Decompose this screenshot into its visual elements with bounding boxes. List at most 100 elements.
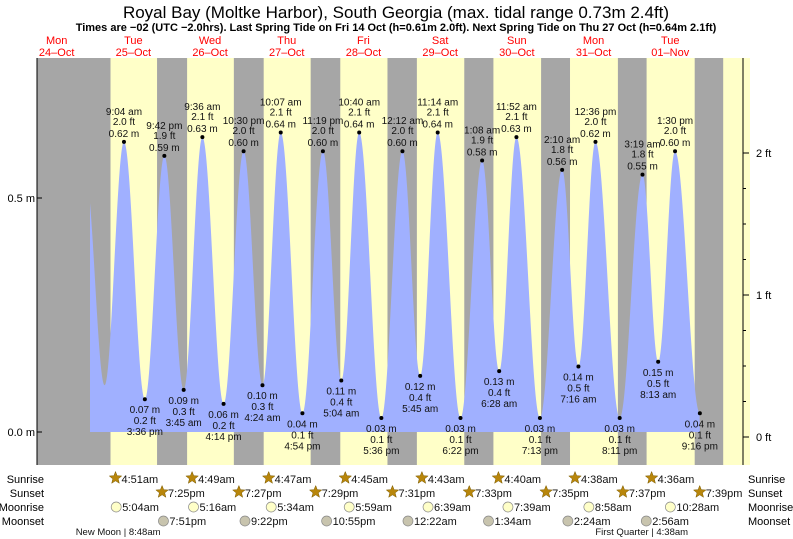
tide-height-m: 0.64 m [344, 119, 375, 130]
tide-height-ft: 1.8 ft [631, 150, 653, 161]
sunset-time: 7:35pm [552, 488, 589, 500]
sun-star-icon [108, 470, 123, 484]
left-axis-tick-label: 0.5 m [7, 193, 35, 205]
tide-height-ft: 0.1 ft [370, 435, 392, 446]
tide-height-m: 0.58 m [467, 148, 498, 159]
tide-height-ft: 2.1 ft [505, 112, 527, 123]
tide-height-m: 0.60 m [228, 138, 259, 149]
tide-point [560, 167, 565, 172]
sunrise-event: 4:40am [491, 470, 541, 486]
tide-time: 5:36 pm [363, 446, 399, 457]
tide-point [617, 415, 622, 420]
sunset-event: 7:29pm [308, 484, 358, 500]
sunset-event: 7:35pm [539, 484, 589, 500]
tide-height-m: 0.03 m [366, 424, 397, 435]
tide-time: 3:45 am [166, 418, 202, 429]
tide-height-m: 0.03 m [604, 424, 635, 435]
sunrise-event: 4:51am [108, 470, 158, 486]
axes: 0.0 m 0.5 m 0 ft 1 ft 2 ft [7, 58, 771, 465]
moonset-row-label-right: Moonset [748, 516, 790, 528]
moonset-icon [402, 515, 414, 527]
sun-star-icon [644, 470, 659, 484]
sunset-time: 7:37pm [629, 488, 666, 500]
tide-height-ft: 1.8 ft [551, 145, 573, 156]
moonrise-icon [265, 501, 277, 513]
date-label: 30–Oct [499, 47, 534, 59]
sun-star-icon [491, 470, 506, 484]
tide-height-ft: 2.0 ft [232, 126, 254, 137]
moonset-event: 2:24am [562, 515, 611, 528]
low-tide-marker: 0.07 m0.2 ft3:36 pm [127, 397, 163, 438]
day-of-week-label: Tue [124, 35, 143, 47]
high-tide-marker: 11:19 pm2.0 ft0.60 m [302, 116, 343, 154]
tide-height-m: 0.62 m [109, 129, 140, 140]
tide-time: 1:08 am [464, 126, 500, 137]
low-tide-marker: 0.11 m0.4 ft5:04 am [323, 378, 359, 420]
tide-point [260, 383, 265, 388]
moonset-icon [158, 515, 169, 527]
sun-star-icon [155, 484, 169, 498]
tide-area [90, 132, 700, 432]
moonset-event: 2:56am [640, 515, 689, 528]
tide-point [300, 411, 305, 416]
sunset-event: 7:27pm [232, 484, 282, 500]
moonset-icon [562, 515, 574, 527]
tide-point [514, 135, 519, 140]
high-tide-marker: 9:04 am2.0 ft0.62 m [106, 107, 142, 144]
tide-height-m: 0.13 m [484, 377, 515, 388]
tide-time: 6:22 pm [442, 446, 478, 457]
chart-subtitle: Times are −02 (UTC −2.0hrs). Last Spring… [76, 22, 717, 34]
moonrise-time: 5:59am [355, 502, 392, 514]
tide-height-ft: 0.1 ft [609, 435, 631, 446]
tide-point [241, 149, 246, 154]
sunset-event: 7:33pm [462, 484, 512, 500]
tide-time: 5:04 am [323, 409, 359, 420]
tide-point [221, 401, 226, 406]
sun-star-icon [308, 484, 323, 498]
tide-height-m: 0.11 m [326, 387, 356, 398]
sun-star-icon [185, 470, 199, 484]
tide-point [593, 139, 598, 144]
tide-height-m: 0.62 m [580, 129, 611, 140]
tide-time: 10:40 am [338, 97, 380, 108]
high-tide-marker: 12:36 pm2.0 ft0.62 m [575, 107, 616, 144]
tide-height-ft: 0.4 ft [409, 393, 431, 404]
low-tide-marker: 0.04 m0.1 ft9:16 pm [682, 411, 718, 452]
tide-time: 1:30 pm [657, 116, 693, 127]
sunrise-time: 4:51am [121, 474, 158, 486]
right-axis-tick-label: 2 ft [756, 148, 771, 160]
sun-star-icon [232, 484, 246, 498]
tide-point [400, 149, 405, 154]
day-of-week-label: Fri [357, 35, 370, 47]
tide-height-m: 0.63 m [187, 124, 218, 135]
tide-point [418, 373, 423, 378]
tide-height-m: 0.04 m [685, 419, 716, 430]
day-of-week-label: Tue [661, 35, 680, 47]
moonrise-icon [343, 501, 355, 513]
date-label: 26–Oct [192, 47, 227, 59]
sunrise-event: 4:45am [338, 470, 388, 486]
sunset-time: 7:33pm [475, 488, 512, 500]
tide-height-ft: 2.0 ft [113, 117, 135, 128]
moonrise-event: 8:58am [583, 501, 632, 514]
tide-height-ft: 0.4 ft [330, 398, 352, 409]
high-tide-marker: 9:42 pm1.9 ft0.59 m [146, 121, 182, 158]
moonset-event: 1:34am [483, 515, 531, 528]
sun-star-icon [415, 470, 429, 484]
moonrise-event: 7:39am [502, 501, 551, 514]
tide-height-m: 0.60 m [387, 138, 418, 149]
moonrise-time: 5:04am [122, 502, 159, 514]
sun-moon-rows: Sunrise Sunrise 4:51am 4:49am 4:47am 4:45am 4:… [0, 470, 793, 538]
moonrise-icon [583, 501, 595, 513]
moonrise-time: 5:34am [277, 502, 314, 514]
high-tide-marker: 1:08 am1.9 ft0.58 m [464, 126, 500, 163]
sunrise-time: 4:49am [198, 474, 235, 486]
tide-point [200, 135, 205, 140]
tide-point [320, 149, 325, 154]
date-label: 28–Oct [346, 47, 381, 59]
moonset-time: 10:55pm [333, 516, 376, 528]
tide-height-ft: 2.0 ft [391, 126, 413, 137]
moonrise-event: 5:34am [265, 501, 314, 514]
high-tide-marker: 10:07 am2.1 ft0.64 m [260, 97, 302, 135]
sunrise-event: 4:36am [644, 470, 694, 486]
